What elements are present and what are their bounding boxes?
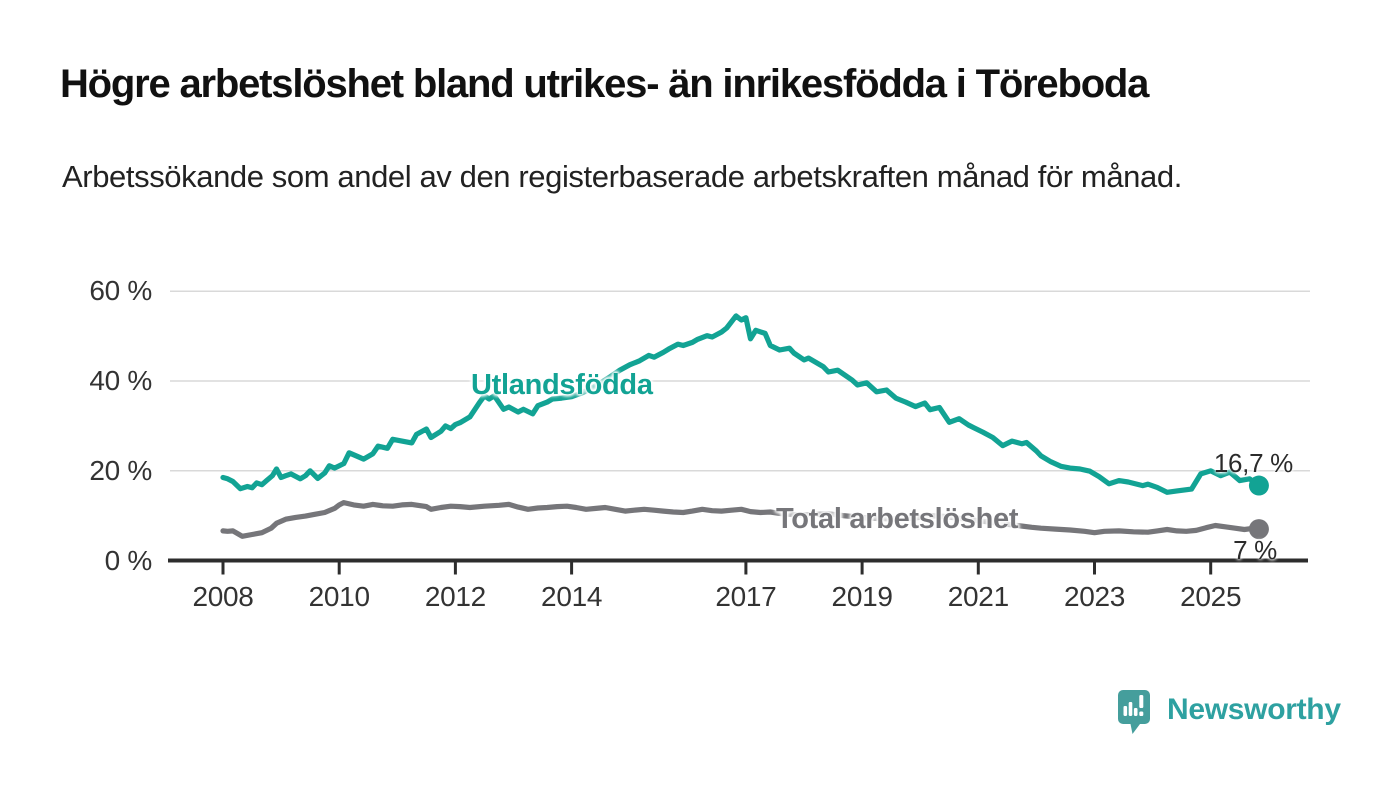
x-tick-label: 2014 — [541, 581, 603, 612]
y-tick-label: 0 % — [104, 544, 153, 576]
x-tick-label: 2017 — [715, 581, 777, 612]
y-tick-label: 60 % — [89, 275, 152, 307]
x-tick-label: 2012 — [424, 581, 486, 612]
brand-name: Newsworthy — [1167, 693, 1341, 726]
page-title: Högre arbetslöshet bland utrikes- än inr… — [60, 62, 1149, 106]
newsworthy-logo-icon — [1118, 690, 1150, 734]
series-label-utlandsfodda: Utlandsfödda — [471, 369, 653, 401]
brand-logo: Newsworthy — [1118, 690, 1341, 738]
series-line-0 — [220, 313, 1262, 495]
series-line-1 — [220, 500, 1262, 539]
x-tick-label: 2008 — [192, 581, 254, 612]
end-value-utlandsfodda: 16,7 % — [1213, 448, 1293, 478]
x-tick-label: 2025 — [1180, 581, 1242, 612]
series-end-dot-1 — [1248, 519, 1269, 540]
series-label-total-arbetsloshet: Total arbetslöshet — [776, 503, 1019, 535]
series-end-dot-0 — [1248, 475, 1269, 496]
x-tick-label: 2010 — [308, 581, 370, 612]
end-value-total: 7 % — [1233, 535, 1277, 565]
x-tick-label: 2019 — [831, 581, 893, 612]
x-tick-label: 2021 — [947, 581, 1009, 612]
y-tick-label: 20 % — [89, 454, 152, 486]
x-tick-label: 2023 — [1063, 581, 1126, 612]
chart-subtitle: Arbetssökande som andel av den registerb… — [62, 159, 1182, 194]
y-tick-label: 40 % — [89, 365, 152, 396]
